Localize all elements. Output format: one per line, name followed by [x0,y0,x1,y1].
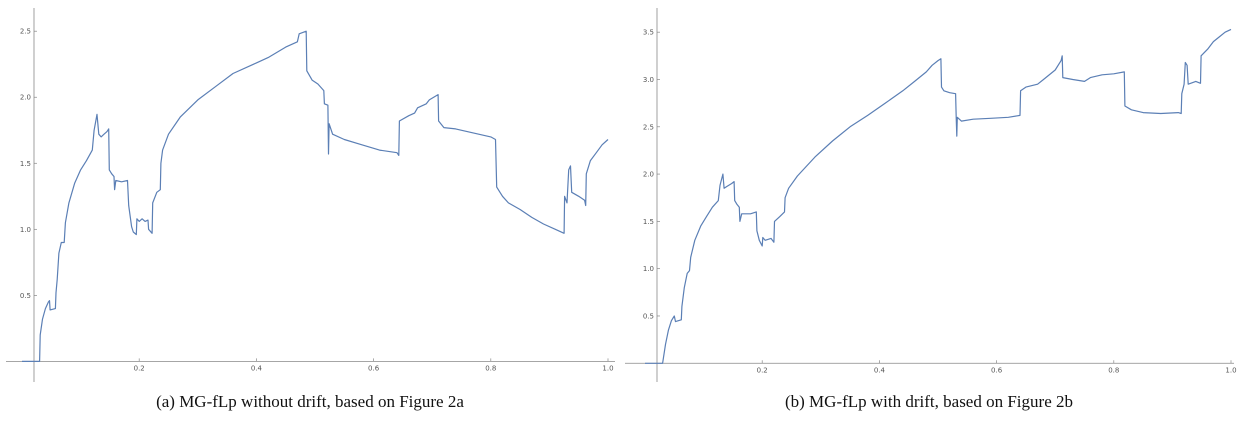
y-tick-label: 1.0 [20,226,31,234]
y-tick-label: 1.5 [643,218,654,226]
line-chart-b: 0.2 0.4 0.6 0.8 1.0 0.5 1.0 1.5 2.0 2.5 3.0 3.5 [625,8,1237,382]
x-tick-label: 0.4 [251,364,263,372]
x-tick-label: 0.8 [1108,366,1119,374]
x-tick-label: 0.2 [757,366,768,374]
y-tick-label: 3.5 [643,29,654,37]
y-tick-label: 2.5 [20,28,31,36]
chart-panel-b: 0.2 0.4 0.6 0.8 1.0 0.5 1.0 1.5 2.0 2.5 3.0 3.5 (b)… [619,0,1239,441]
y-tick-label: 3.0 [643,76,654,84]
y-tick-label: 0.5 [20,292,31,300]
series-line-a [22,30,609,362]
figure-caption-a: (a) MG-fLp without drift, based on Figur… [156,392,464,411]
x-tick-label: 0.8 [485,364,496,372]
x-tick-label: 1.0 [1225,366,1236,374]
y-tick-label: 2.0 [643,171,654,179]
x-tick-label: 1.0 [602,364,613,372]
y-tick-label: 1.5 [20,160,31,168]
series-line-b [645,28,1232,364]
y-tick-label: 0.5 [643,312,654,320]
y-tick-label: 2.0 [20,94,31,102]
line-chart-a: 0.2 0.4 0.6 0.8 1.0 0.5 1.0 1.5 2.0 2.5 [6,8,615,382]
chart-panel-a: 0.2 0.4 0.6 0.8 1.0 0.5 1.0 1.5 2.0 2.5 (a) MG-fL… [6,8,615,411]
x-tick-label: 0.4 [874,366,886,374]
x-tick-label: 0.2 [134,364,145,372]
x-tick-label: 0.6 [368,364,380,372]
y-tick-label: 1.0 [643,265,654,273]
y-tick-label: 2.5 [643,123,654,131]
figure-caption-b: (b) MG-fLp with drift, based on Figure 2… [784,392,1073,411]
x-tick-label: 0.6 [991,366,1003,374]
